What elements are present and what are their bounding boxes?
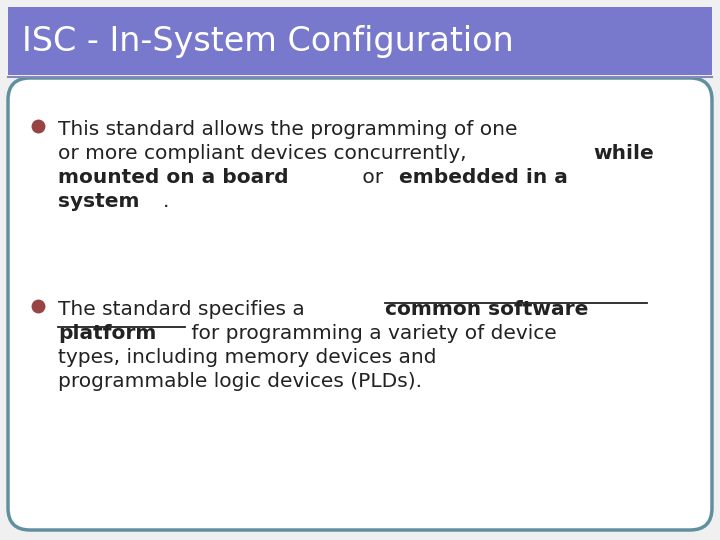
Text: system: system	[58, 192, 140, 211]
Text: programmable logic devices (PLDs).: programmable logic devices (PLDs).	[58, 372, 422, 391]
Text: or more compliant devices concurrently,: or more compliant devices concurrently,	[58, 144, 473, 163]
Text: for programming a variety of device: for programming a variety of device	[185, 324, 557, 343]
FancyBboxPatch shape	[8, 78, 712, 530]
Text: types, including memory devices and: types, including memory devices and	[58, 348, 436, 367]
Text: mounted on a board: mounted on a board	[58, 168, 289, 187]
Text: platform: platform	[58, 324, 156, 343]
Text: ISC - In-System Configuration: ISC - In-System Configuration	[22, 24, 514, 57]
Text: .: .	[163, 192, 169, 211]
Text: This standard allows the programming of one: This standard allows the programming of …	[58, 120, 518, 139]
Text: or: or	[356, 168, 389, 187]
FancyBboxPatch shape	[8, 7, 712, 75]
Text: embedded in a: embedded in a	[399, 168, 567, 187]
Text: while: while	[593, 144, 654, 163]
Text: The standard specifies a: The standard specifies a	[58, 300, 311, 319]
Text: common software: common software	[384, 300, 588, 319]
